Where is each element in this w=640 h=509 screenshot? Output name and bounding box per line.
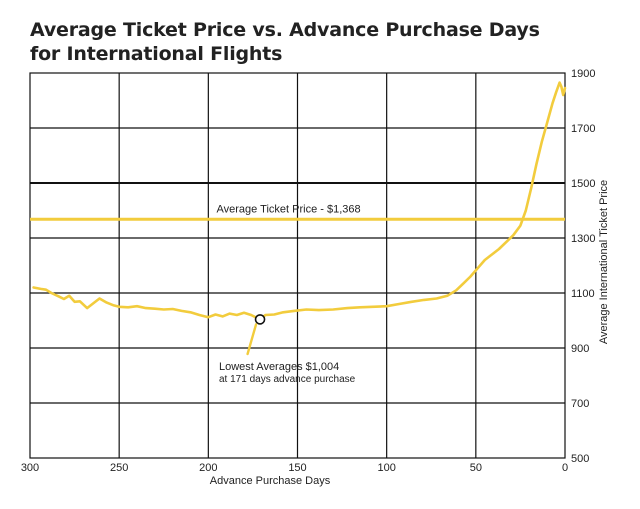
y-tick-label: 500 <box>571 453 589 465</box>
chart-title-line-2: for International Flights <box>30 43 283 65</box>
y-tick-label: 900 <box>571 343 589 355</box>
y-tick-label: 1900 <box>571 68 595 80</box>
x-tick-label: 250 <box>110 462 128 474</box>
chart-title: Average Ticket Price vs. Advance Purchas… <box>30 18 540 66</box>
annotation-line-2: at 171 days advance purchase <box>219 374 356 385</box>
y-axis-label: Average International Ticket Price <box>598 180 610 344</box>
series-group <box>32 81 567 321</box>
chart-title-line-1: Average Ticket Price vs. Advance Purchas… <box>30 19 540 41</box>
x-tick-label: 150 <box>288 462 306 474</box>
x-tick-label: 50 <box>470 462 482 474</box>
lowest-average-annotation: Lowest Averages $1,004 at 171 days advan… <box>219 314 356 385</box>
reference-line-group: Average Ticket Price - $1,368 <box>30 203 565 221</box>
lowest-average-marker <box>254 314 266 325</box>
y-tick-label: 700 <box>571 398 589 410</box>
x-tick-label: 0 <box>562 462 568 474</box>
annotation-leader <box>246 323 258 356</box>
x-axis-label: Advance Purchase Days <box>210 475 331 487</box>
x-tick-label: 200 <box>199 462 217 474</box>
x-tick-label: 100 <box>377 462 395 474</box>
y-tick-labels: 500 700 900 1100 1300 1500 1700 1900 <box>571 68 595 465</box>
x-tick-label: 300 <box>21 462 39 474</box>
annotation-line-1: Lowest Averages $1,004 <box>219 361 339 373</box>
price-series-line <box>32 81 567 321</box>
y-tick-label: 1300 <box>571 233 595 245</box>
y-tick-label: 1700 <box>571 123 595 135</box>
y-tick-label: 1100 <box>571 288 595 300</box>
average-price-label: Average Ticket Price - $1,368 <box>217 203 361 215</box>
grid <box>29 72 566 459</box>
y-tick-label: 1500 <box>571 178 595 190</box>
x-tick-labels: 300 250 200 150 100 50 0 <box>21 462 568 474</box>
